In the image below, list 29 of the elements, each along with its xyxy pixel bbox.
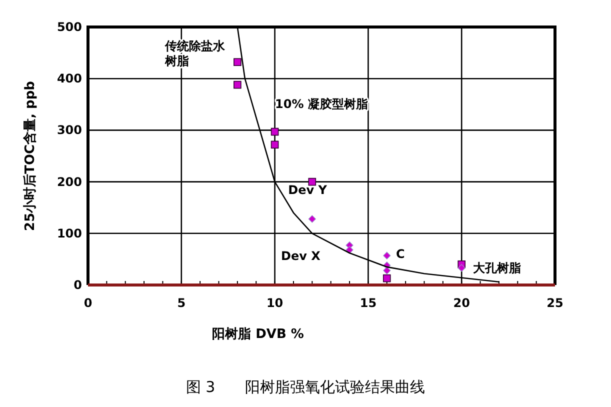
point [382, 274, 391, 282]
y-tick-label: 200 [56, 174, 82, 189]
x-tick-label: 5 [177, 296, 186, 310]
y-tick-label: 400 [56, 72, 82, 86]
x-axis-title: 阳树脂 DVB % [212, 327, 304, 342]
point [308, 215, 316, 223]
x-tick-label: 0 [84, 296, 92, 310]
point [234, 58, 242, 66]
y-tick-label: 500 [56, 20, 82, 34]
annotation: Dev X [281, 249, 322, 263]
point [270, 140, 279, 149]
y-tick-label: 300 [56, 123, 82, 138]
y-tick-label: 0 [74, 278, 82, 292]
point [383, 252, 391, 260]
x-tick-label: 25 [546, 296, 564, 310]
x-tick-label: 15 [360, 296, 377, 310]
y-axis-title: 25小时后TOC含量, ppb [22, 81, 38, 231]
x-tick-label: 10 [266, 296, 284, 310]
point [270, 128, 279, 136]
point [234, 80, 242, 89]
x-tick-label: 20 [453, 296, 470, 310]
caption: 图 3 阳树脂强氧化试验结果曲线 [186, 378, 426, 396]
annotation: 大孔树脂 [473, 261, 521, 275]
annotation: C [396, 247, 405, 261]
point [308, 178, 316, 186]
annotation: Dev Y [288, 182, 328, 197]
y-tick-label: 100 [56, 226, 82, 240]
point [383, 266, 391, 274]
point [458, 264, 466, 272]
